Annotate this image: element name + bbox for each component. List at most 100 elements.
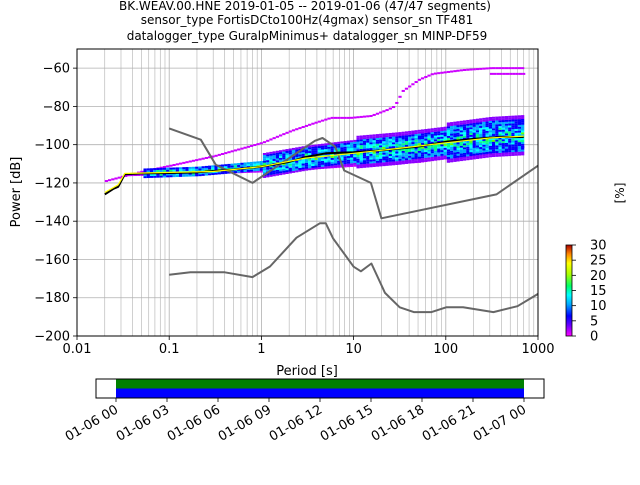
pdf-cell xyxy=(185,168,189,171)
pdf-cell xyxy=(498,125,502,128)
pdf-cell xyxy=(379,158,383,161)
pdf-cell xyxy=(430,153,434,156)
pdf-cell xyxy=(459,134,463,137)
pdf-cell xyxy=(346,165,351,168)
pdf-cell xyxy=(440,136,444,139)
pdf-cell xyxy=(362,139,367,142)
pdf-cell xyxy=(479,135,483,138)
pdf-cell xyxy=(259,170,263,173)
pdf-cell xyxy=(262,156,267,159)
pdf-cell xyxy=(443,151,447,154)
pdf-cell xyxy=(327,144,331,147)
pdf-cell xyxy=(488,120,492,123)
pdf-cell xyxy=(146,168,150,171)
pdf-cell xyxy=(188,174,192,177)
pdf-cell xyxy=(288,171,292,174)
pdf-cell xyxy=(424,130,428,133)
pdf-cell xyxy=(482,127,486,130)
pdf-cell xyxy=(243,162,247,165)
pdf-cell xyxy=(498,122,502,125)
pdf-cell xyxy=(379,156,383,159)
pdf-cell xyxy=(411,130,415,133)
pdf-cell xyxy=(379,139,383,142)
pdf-cell xyxy=(185,174,189,177)
pdf-cell xyxy=(453,148,457,151)
pdf-cell xyxy=(146,176,150,179)
pdf-cell xyxy=(282,153,286,156)
pdf-cell xyxy=(424,157,428,160)
pdf-cell xyxy=(491,118,496,121)
pdf-cell xyxy=(324,147,328,150)
pdf-cell xyxy=(456,134,460,137)
pdf-cell xyxy=(291,129,296,132)
pdf-cell xyxy=(388,159,392,162)
pdf-cell xyxy=(391,132,396,135)
pdf-cell xyxy=(456,142,460,145)
pdf-cell xyxy=(414,135,418,138)
pdf-cell xyxy=(379,162,383,165)
pdf-cell xyxy=(437,146,441,149)
pdf-cell xyxy=(433,145,438,148)
pdf-cell xyxy=(391,140,396,143)
pdf-cell xyxy=(498,133,502,136)
pdf-cell xyxy=(282,149,286,152)
pdf-cell xyxy=(353,160,357,163)
pdf-cell xyxy=(482,125,486,128)
series-nlnm-line xyxy=(169,222,538,314)
pdf-cell xyxy=(201,157,205,160)
pdf-cell xyxy=(479,122,483,125)
pdf-cell xyxy=(211,165,215,168)
pdf-cell xyxy=(359,148,363,151)
pdf-cell xyxy=(508,140,512,143)
pdf-cell xyxy=(462,129,467,132)
pdf-cell xyxy=(337,164,341,167)
pdf-cell xyxy=(395,141,399,144)
pdf-cell xyxy=(498,148,502,151)
pdf-cell xyxy=(514,126,518,129)
pdf-cell xyxy=(182,167,186,170)
pdf-cell xyxy=(421,160,425,163)
pdf-cell xyxy=(362,156,367,159)
pdf-cell xyxy=(485,146,489,149)
pdf-cell xyxy=(159,167,163,170)
pdf-cell xyxy=(433,150,438,153)
pdf-cell xyxy=(366,146,370,149)
pdf-cell xyxy=(456,144,460,147)
pdf-cell xyxy=(401,135,405,138)
pdf-cell xyxy=(517,124,522,127)
pdf-cell xyxy=(511,142,515,145)
pdf-cell xyxy=(453,159,457,162)
pdf-cell xyxy=(421,156,425,159)
pdf-cell xyxy=(450,154,454,157)
pdf-cell xyxy=(308,166,312,169)
pdf-cell xyxy=(491,155,496,158)
pdf-cell xyxy=(488,67,492,70)
pdf-cell xyxy=(175,163,179,166)
pdf-cell xyxy=(424,142,428,145)
pdf-cell xyxy=(479,131,483,134)
pdf-cell xyxy=(511,152,515,155)
pdf-cell xyxy=(508,146,512,149)
pdf-cell xyxy=(385,150,389,153)
pdf-cell xyxy=(424,150,428,153)
pdf-cell xyxy=(475,145,480,148)
pdf-cell xyxy=(427,147,431,150)
pdf-cell xyxy=(450,156,454,159)
pdf-cell xyxy=(517,149,522,152)
pdf-cell xyxy=(398,158,402,161)
pdf-cell xyxy=(159,166,163,169)
pdf-cell xyxy=(453,133,457,136)
pdf-cell xyxy=(514,130,518,133)
pdf-cell xyxy=(472,132,476,135)
pdf-cell xyxy=(279,157,283,160)
pdf-cell xyxy=(301,151,305,154)
pdf-cell xyxy=(514,138,518,141)
pdf-cell xyxy=(482,144,486,147)
pdf-cell xyxy=(421,133,425,136)
pdf-cell xyxy=(404,138,409,141)
pdf-cell xyxy=(482,138,486,141)
pdf-cell xyxy=(446,130,451,133)
pdf-cell xyxy=(508,67,512,70)
pdf-cell xyxy=(372,145,376,148)
pdf-cell xyxy=(521,139,525,142)
